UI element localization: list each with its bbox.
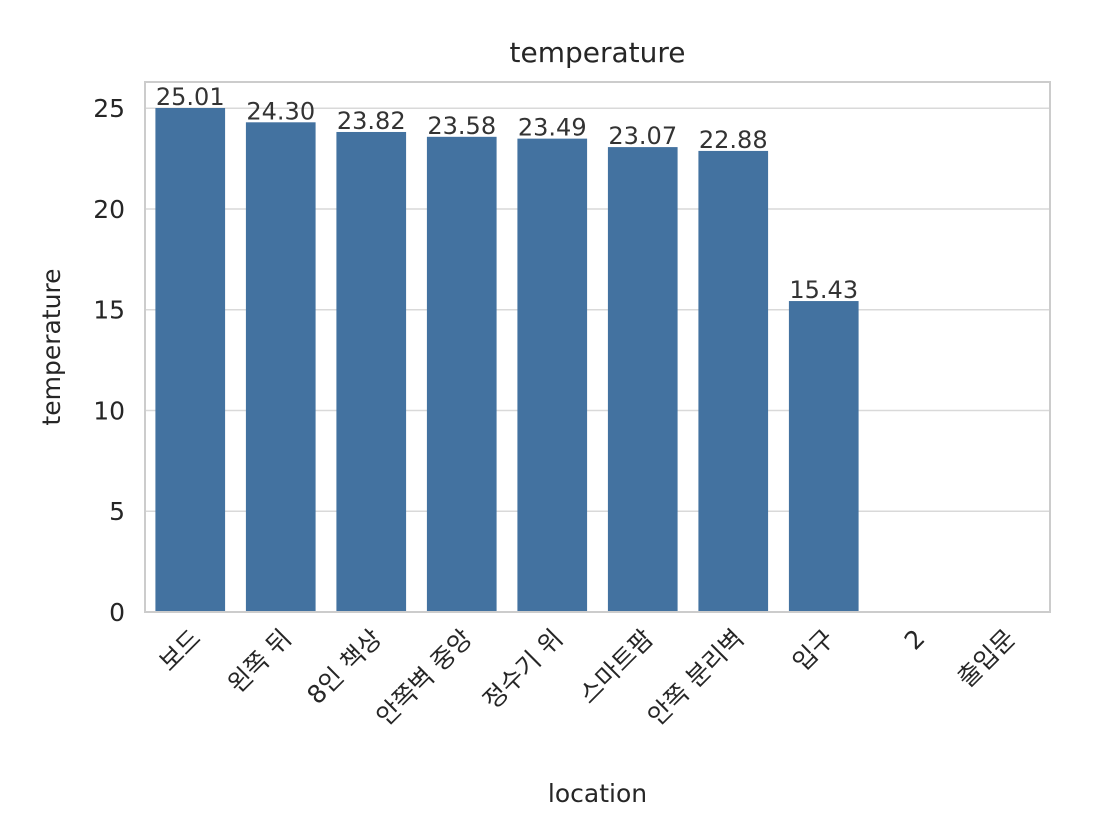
bar <box>607 147 678 612</box>
bar <box>788 301 859 612</box>
y-tick-label: 5 <box>109 497 125 526</box>
chart-title: temperature <box>510 36 686 69</box>
bar-value-label: 23.07 <box>608 122 677 150</box>
y-tick-label: 15 <box>93 296 125 325</box>
x-tick-label: 안쪽벽 중앙 <box>371 624 478 731</box>
bar <box>245 122 316 612</box>
bar <box>517 138 588 612</box>
y-tick-labels: 0 5 10 15 20 25 <box>93 94 125 627</box>
y-tick-label: 0 <box>109 598 125 627</box>
x-tick-label: 보드 <box>153 624 206 677</box>
bar-value-label: 15.43 <box>789 276 858 304</box>
plot-frame <box>144 81 1051 613</box>
x-tick-label: 출입문 <box>952 624 1021 693</box>
bar-value-label: 24.30 <box>246 97 315 125</box>
x-tick-label: 입구 <box>787 624 840 677</box>
bar-value-label: 23.82 <box>337 107 406 135</box>
bar <box>155 107 226 612</box>
bar <box>336 131 407 613</box>
label-layer: 25.01 24.30 23.82 23.58 23.49 23.07 22.88 15.43 <box>156 83 858 304</box>
x-tick-label: 안쪽 분리벽 <box>642 624 749 731</box>
bar-value-label: 23.49 <box>518 114 587 142</box>
x-tick-label: 2 <box>899 624 931 656</box>
bar-value-label: 25.01 <box>156 83 225 111</box>
y-axis-label: temperature <box>37 268 66 425</box>
y-tick-label: 20 <box>93 195 125 224</box>
x-tick-label: 정수기 위 <box>477 624 568 715</box>
x-axis-label: location <box>548 779 647 808</box>
bar-layer <box>155 107 859 613</box>
x-tick-label: 스마트팜 <box>573 624 659 710</box>
x-tick-label: 8인 책상 <box>301 624 387 710</box>
y-tick-label: 10 <box>93 396 125 425</box>
x-tick-label: 왼쪽 뒤 <box>222 624 297 699</box>
bar <box>426 136 497 612</box>
bar-value-label: 22.88 <box>699 126 768 154</box>
bar <box>698 150 769 612</box>
bar-value-label: 23.58 <box>427 112 496 140</box>
y-tick-label: 25 <box>93 94 125 123</box>
